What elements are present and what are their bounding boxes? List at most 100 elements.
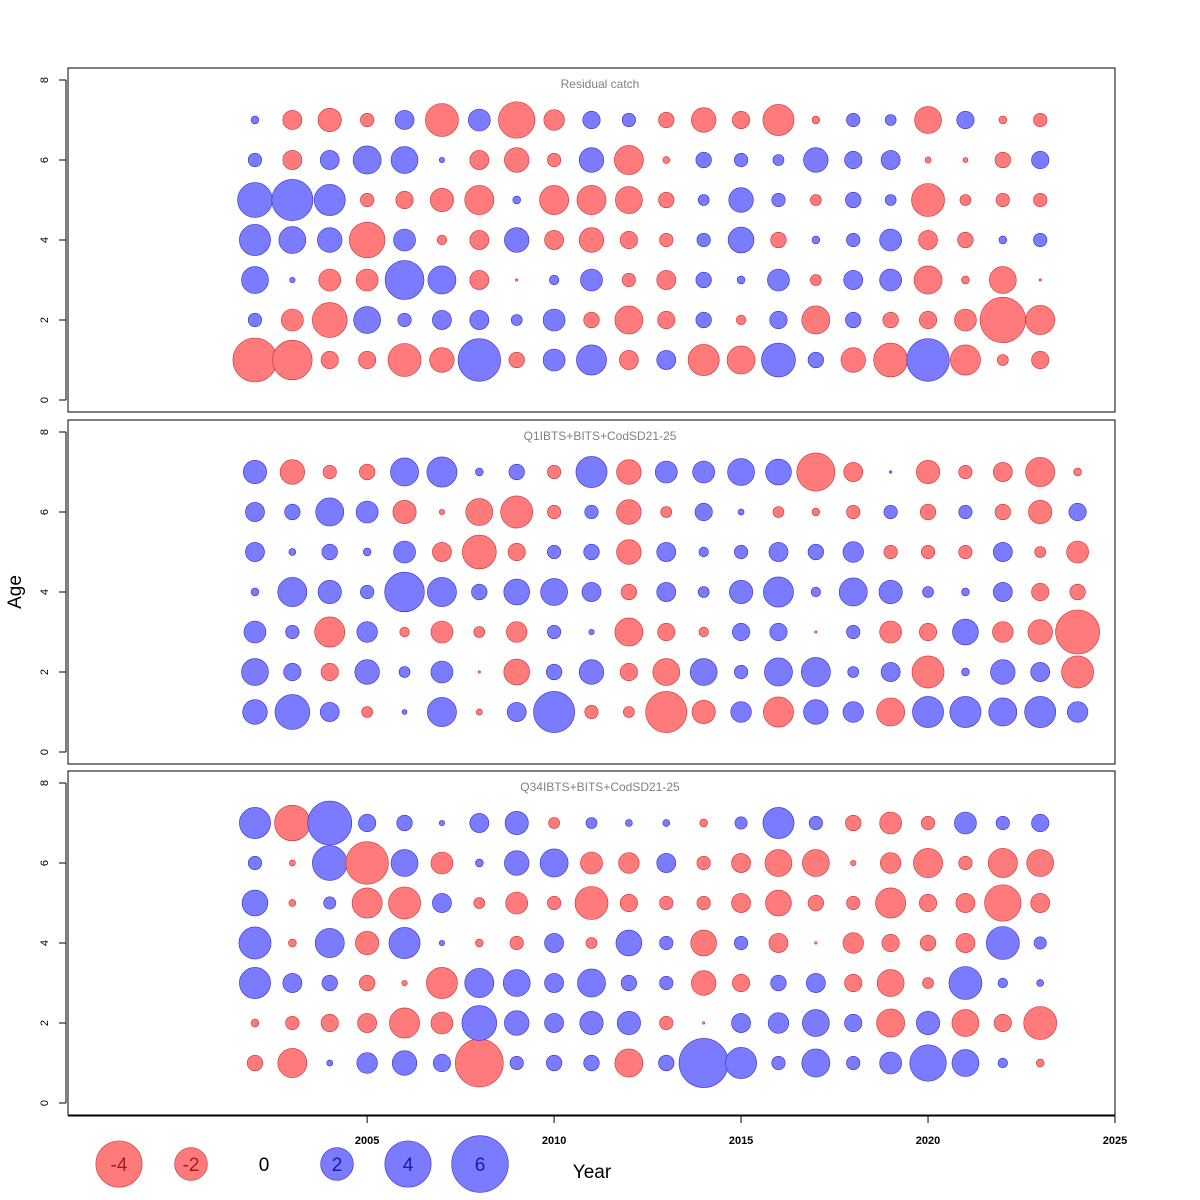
bubble — [879, 228, 902, 252]
bubble — [580, 268, 603, 292]
bubble — [544, 973, 564, 993]
bubble — [547, 544, 562, 560]
bubble — [509, 1055, 524, 1071]
bubble — [843, 270, 864, 290]
bubble — [1036, 1058, 1045, 1068]
bubble — [507, 543, 526, 561]
bubble — [765, 889, 792, 917]
bubble — [734, 152, 749, 168]
y-tick-label: 6 — [39, 157, 51, 163]
bubble — [455, 1038, 504, 1088]
bubble — [1027, 619, 1053, 645]
bubble — [656, 582, 677, 602]
bubble — [850, 859, 857, 867]
bubble — [954, 308, 977, 332]
y-tick-label: 8 — [39, 780, 51, 786]
bubble — [539, 185, 569, 215]
bubble — [919, 503, 937, 521]
bubble — [770, 231, 787, 249]
legend-label: 0 — [259, 1155, 270, 1176]
bubble — [769, 623, 788, 641]
bubble — [734, 816, 748, 830]
bubble — [315, 497, 345, 527]
bubble — [620, 974, 637, 992]
bubble — [990, 659, 1016, 685]
bubble — [398, 666, 411, 678]
bubble — [282, 110, 303, 130]
bubble — [880, 662, 901, 682]
bubble — [658, 1054, 675, 1072]
bubble — [285, 1015, 300, 1031]
bubble — [317, 580, 342, 604]
bubble — [998, 115, 1008, 125]
bubble — [920, 815, 936, 831]
bubble — [243, 620, 267, 644]
bubble — [879, 1051, 902, 1075]
bubble — [694, 503, 713, 521]
bubble — [547, 152, 562, 168]
bubble — [616, 1011, 641, 1035]
bubble — [919, 894, 938, 912]
bubble — [695, 311, 712, 329]
bubble — [239, 807, 271, 839]
bubble — [392, 500, 417, 524]
bubble — [764, 657, 793, 687]
bubble — [284, 503, 301, 521]
legend-bubble — [95, 1140, 143, 1188]
bubble — [615, 186, 643, 214]
bubble — [658, 111, 675, 129]
bubble — [761, 342, 796, 378]
bubble — [796, 452, 836, 492]
bubble — [659, 1015, 674, 1031]
bubble — [762, 104, 795, 136]
bubble — [656, 853, 677, 873]
bubble — [387, 343, 422, 377]
bubble — [883, 504, 898, 520]
bubble — [356, 621, 378, 643]
bubble — [957, 231, 974, 249]
bubble — [619, 231, 638, 249]
bubble — [922, 977, 934, 989]
bubble — [247, 855, 263, 871]
bubble — [391, 1050, 418, 1076]
bubble — [583, 311, 600, 329]
bubble — [359, 463, 376, 481]
bubble — [283, 663, 302, 681]
bubble — [232, 337, 278, 383]
bubble — [271, 179, 314, 221]
bubble — [274, 804, 311, 842]
bubble — [354, 659, 380, 685]
bubble — [468, 108, 491, 132]
bubble — [319, 150, 340, 170]
bubble — [314, 928, 345, 958]
bubble — [250, 115, 260, 125]
legend: -4 -2 0 2 4 6 — [95, 1135, 509, 1193]
bubble — [731, 1013, 751, 1033]
bubble — [242, 699, 268, 725]
x-tick-label: 2025 — [1103, 1135, 1127, 1147]
bubble — [807, 351, 824, 369]
bubble — [909, 1044, 947, 1082]
bubble — [394, 110, 415, 130]
bubble — [695, 271, 712, 289]
bubble — [506, 702, 527, 722]
bubble — [843, 462, 864, 482]
bubble — [846, 504, 861, 520]
bubble — [691, 970, 717, 996]
bubble — [510, 314, 523, 326]
bubble — [844, 974, 863, 992]
panel-title: Q1IBTS+BITS+CodSD21-25 — [524, 429, 677, 443]
bubble — [997, 977, 1008, 989]
bubble — [318, 268, 342, 292]
bubble — [583, 543, 600, 561]
bubble — [241, 889, 269, 917]
bubble — [426, 967, 458, 999]
bubble — [763, 576, 794, 608]
bubble — [584, 504, 599, 520]
bubble — [949, 696, 982, 728]
bubble — [801, 657, 831, 687]
panels: 0 2 4 6 8 Residual catch 0 2 4 6 8 Q1IBTS+BITS+CodS… — [39, 67, 1116, 1116]
bubble — [393, 540, 416, 564]
bubble — [807, 894, 824, 912]
